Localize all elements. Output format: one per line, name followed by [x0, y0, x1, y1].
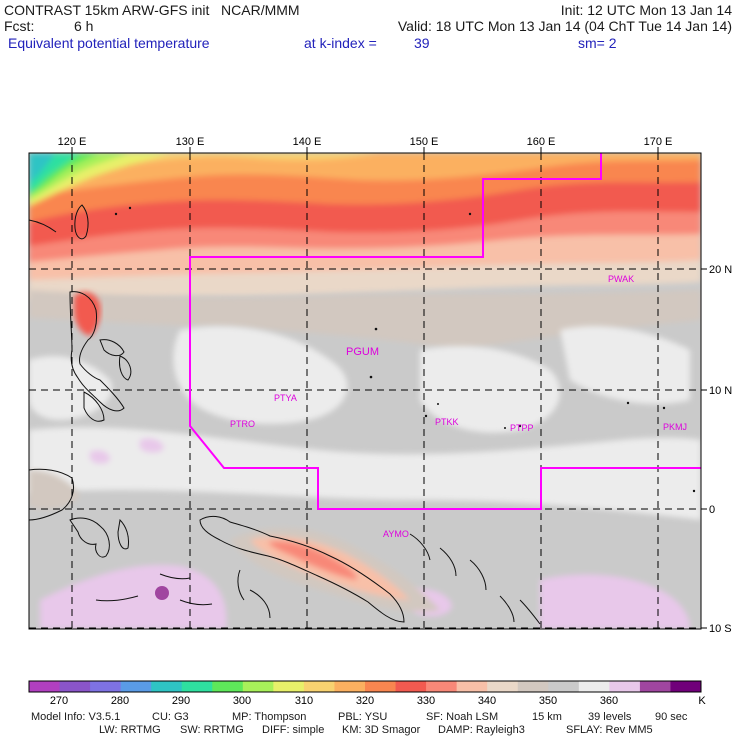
- field-name: Equivalent potential temperature: [8, 35, 210, 51]
- colorbar-swatch: [120, 681, 152, 692]
- colorbar-swatch: [487, 681, 519, 692]
- colorbar-swatch: [578, 681, 610, 692]
- colorbar-frame: [28, 680, 702, 693]
- colorbar-swatch: [90, 681, 122, 692]
- colorbar-swatch: [212, 681, 244, 692]
- station-label: PTYA: [274, 393, 297, 403]
- smoothing: sm= 2: [578, 35, 617, 51]
- lon-label-130e: 130 E: [176, 136, 205, 148]
- colorbar-swatch: [181, 681, 213, 692]
- model-info-levels: 39 levels: [588, 711, 632, 723]
- colorbar-swatch: [334, 681, 366, 692]
- colorbar-swatch: [59, 681, 91, 692]
- domain-boundary: [189, 153, 701, 510]
- lon-label-140e: 140 E: [293, 136, 322, 148]
- colorbar-swatch: [456, 681, 488, 692]
- lon-label-150e: 150 E: [410, 136, 439, 148]
- colorbar-swatch: [639, 681, 671, 692]
- lon-label-170e: 170 E: [644, 136, 673, 148]
- colorbar-tick-label: 350: [539, 695, 557, 707]
- colorbar-swatch: [395, 681, 427, 692]
- colorbar-tick-label: 300: [233, 695, 251, 707]
- model-info-resolution: 15 km: [532, 711, 562, 723]
- axis-ticks: [71, 147, 707, 629]
- station-label: PTRO: [230, 419, 255, 429]
- lon-label-120e: 120 E: [58, 136, 87, 148]
- small-islands: [114, 206, 696, 493]
- model-title: CONTRAST 15km ARW-GFS init NCAR/MMM: [4, 2, 300, 18]
- colorbar-swatch: [29, 681, 61, 692]
- model-info-version: Model Info: V3.5.1: [31, 711, 121, 723]
- colorbar-tick-label: 360: [600, 695, 618, 707]
- map-frame: [28, 152, 702, 630]
- colorbar-swatch: [609, 681, 641, 692]
- colorbar-unit: K: [698, 695, 706, 707]
- colorbar-swatch: [548, 681, 580, 692]
- init-time: Init: 12 UTC Mon 13 Jan 14: [560, 2, 732, 18]
- colorbar-swatch: [242, 681, 274, 692]
- level-value: 39: [414, 35, 430, 51]
- station-label: PKMJ: [663, 422, 687, 432]
- colorbar-tick-label: 330: [417, 695, 435, 707]
- colorbar-tick-label: 310: [295, 695, 313, 707]
- valid-time: Valid: 18 UTC Mon 13 Jan 14 (04 ChT Tue …: [397, 18, 732, 34]
- station-label: PTPP: [510, 423, 534, 433]
- model-info-sw: SW: RRTMG: [180, 724, 244, 736]
- colorbar-tick-label: 280: [111, 695, 129, 707]
- colorbar-tick-label: 320: [356, 695, 374, 707]
- colorbar-tick-label: 340: [478, 695, 496, 707]
- model-info-damp: DAMP: Rayleigh3: [438, 724, 525, 736]
- colorbar-swatch: [273, 681, 305, 692]
- model-info-mp: MP: Thompson: [232, 711, 307, 723]
- colorbar-tick-label: 270: [50, 695, 68, 707]
- lat-label-0: 0: [709, 504, 715, 516]
- station-label: PTKK: [435, 417, 459, 427]
- colorbar-tick-label: 290: [172, 695, 190, 707]
- lat-label-10n: 10 N: [709, 385, 732, 397]
- colorbar: [29, 681, 702, 692]
- model-info-cu: CU: G3: [152, 711, 189, 723]
- colorbar-swatch: [517, 681, 549, 692]
- colorbar-swatch: [426, 681, 458, 692]
- model-info-lw: LW: RRTMG: [99, 724, 161, 736]
- model-info-timestep: 90 sec: [655, 711, 688, 723]
- station-label: PWAK: [608, 274, 634, 284]
- lon-label-160e: 160 E: [527, 136, 556, 148]
- model-info-km: KM: 3D Smagor: [342, 724, 421, 736]
- model-info-sflay: SFLAY: Rev MM5: [566, 724, 653, 736]
- station-label: AYMO: [383, 529, 409, 539]
- forecast-label: Fcst:: [4, 18, 35, 34]
- colorbar-swatch: [670, 681, 702, 692]
- model-info-diff: DIFF: simple: [262, 724, 325, 736]
- colorbar-swatch: [303, 681, 335, 692]
- coastlines: [29, 204, 541, 625]
- lat-label-10s: 10 S: [709, 623, 732, 635]
- level-label: at k-index =: [304, 35, 377, 51]
- model-info-pbl: PBL: YSU: [338, 711, 388, 723]
- theta-e-field: [29, 153, 701, 629]
- forecast-value: 6 h: [74, 18, 94, 34]
- colorbar-swatch: [151, 681, 183, 692]
- lat-lon-grid: [29, 153, 701, 629]
- lat-label-20n: 20 N: [709, 264, 732, 276]
- colorbar-swatch: [365, 681, 397, 692]
- station-label: PGUM: [346, 346, 379, 358]
- model-info-sf: SF: Noah LSM: [426, 711, 499, 723]
